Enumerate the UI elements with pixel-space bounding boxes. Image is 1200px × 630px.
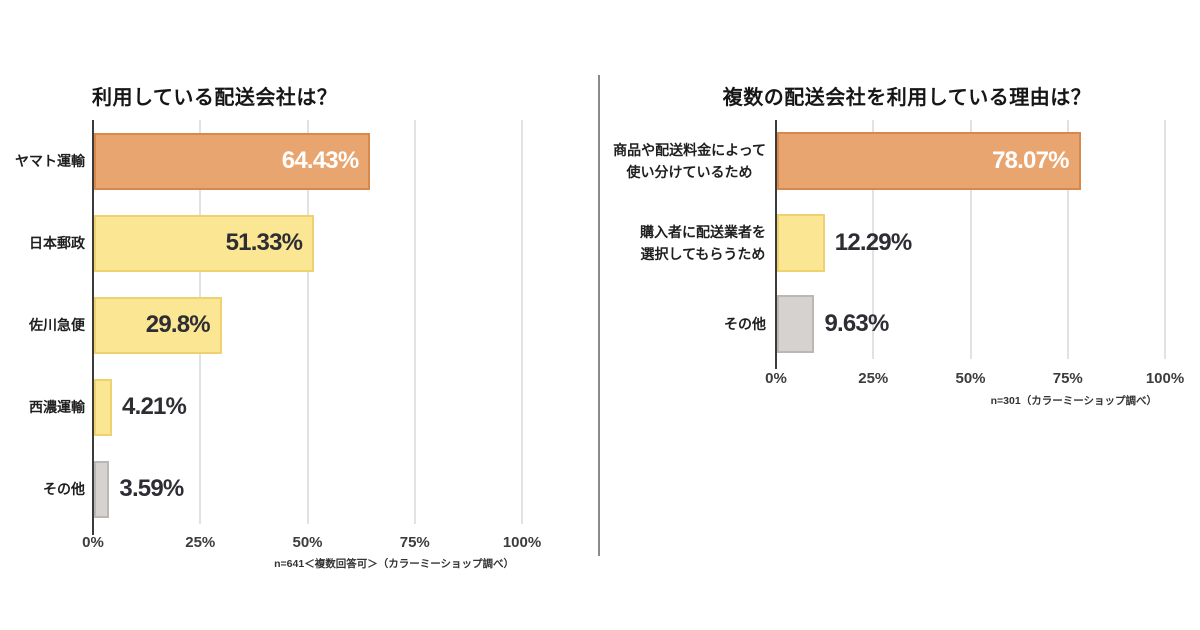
bar: [94, 214, 315, 272]
bar: [94, 132, 371, 190]
category-label: 佐川急便: [29, 317, 85, 333]
panel-divider: [598, 75, 600, 556]
sample-size-note: n=641＜複数回答可＞（カラーミーショップ調べ）: [274, 558, 514, 570]
grid-line: [1164, 120, 1166, 359]
x-tick-label: 75%: [1052, 370, 1083, 387]
bar-value-label inside: 51.33%: [225, 229, 303, 256]
x-tick-label: 0%: [765, 370, 787, 387]
grid-line: [413, 120, 416, 524]
grid-line: [969, 120, 972, 359]
category-label: 商品や配送料金によって 使い分けているため: [613, 141, 766, 180]
grid-line: [872, 120, 875, 359]
bar-value-label inside: 64.43%: [281, 147, 359, 174]
sample-size-note: n=301（カラーミーショップ調べ）: [990, 395, 1157, 407]
chart-title: 複数の配送会社を利用している理由は？: [722, 87, 1092, 109]
bar-value-label: 12.29%: [834, 228, 912, 256]
bar-value-label inside: 78.07%: [992, 146, 1069, 174]
bar-value-label: 9.63%: [824, 310, 889, 338]
category-label: その他: [43, 481, 85, 497]
x-tick-label: 75%: [399, 534, 430, 551]
x-tick-label: 50%: [955, 370, 986, 387]
x-tick-label: 25%: [858, 370, 889, 387]
bar: [777, 213, 825, 272]
x-tick-label: 0%: [82, 534, 104, 551]
x-tick-label: 100%: [1145, 370, 1185, 387]
y-axis-line: [775, 120, 777, 369]
y-axis-line: [92, 120, 94, 535]
bar: [94, 296, 222, 354]
bar-value-label inside: 29.8%: [145, 311, 211, 338]
grid-line: [1066, 120, 1069, 359]
bar-value-label: 3.59%: [119, 475, 184, 502]
category-label: ヤマト運輸: [15, 153, 85, 169]
bar: [777, 131, 1081, 190]
bar: [777, 295, 815, 354]
bar: [94, 378, 113, 436]
x-tick-label: 25%: [185, 534, 216, 551]
category-label: その他: [724, 316, 766, 333]
x-tick-label: 50%: [292, 534, 323, 551]
grid-line: [521, 120, 523, 524]
grid-line: [306, 120, 309, 524]
bar-value-label: 4.21%: [122, 393, 187, 420]
category-label: 西濃運輸: [29, 399, 85, 415]
category-label: 日本郵政: [29, 235, 85, 251]
chart-title: 利用している配送会社は？: [92, 87, 338, 109]
bar: [94, 460, 110, 518]
category-label: 購入者に配送業者を 選択してもらうため: [640, 223, 766, 262]
x-tick-label: 100%: [502, 534, 542, 551]
